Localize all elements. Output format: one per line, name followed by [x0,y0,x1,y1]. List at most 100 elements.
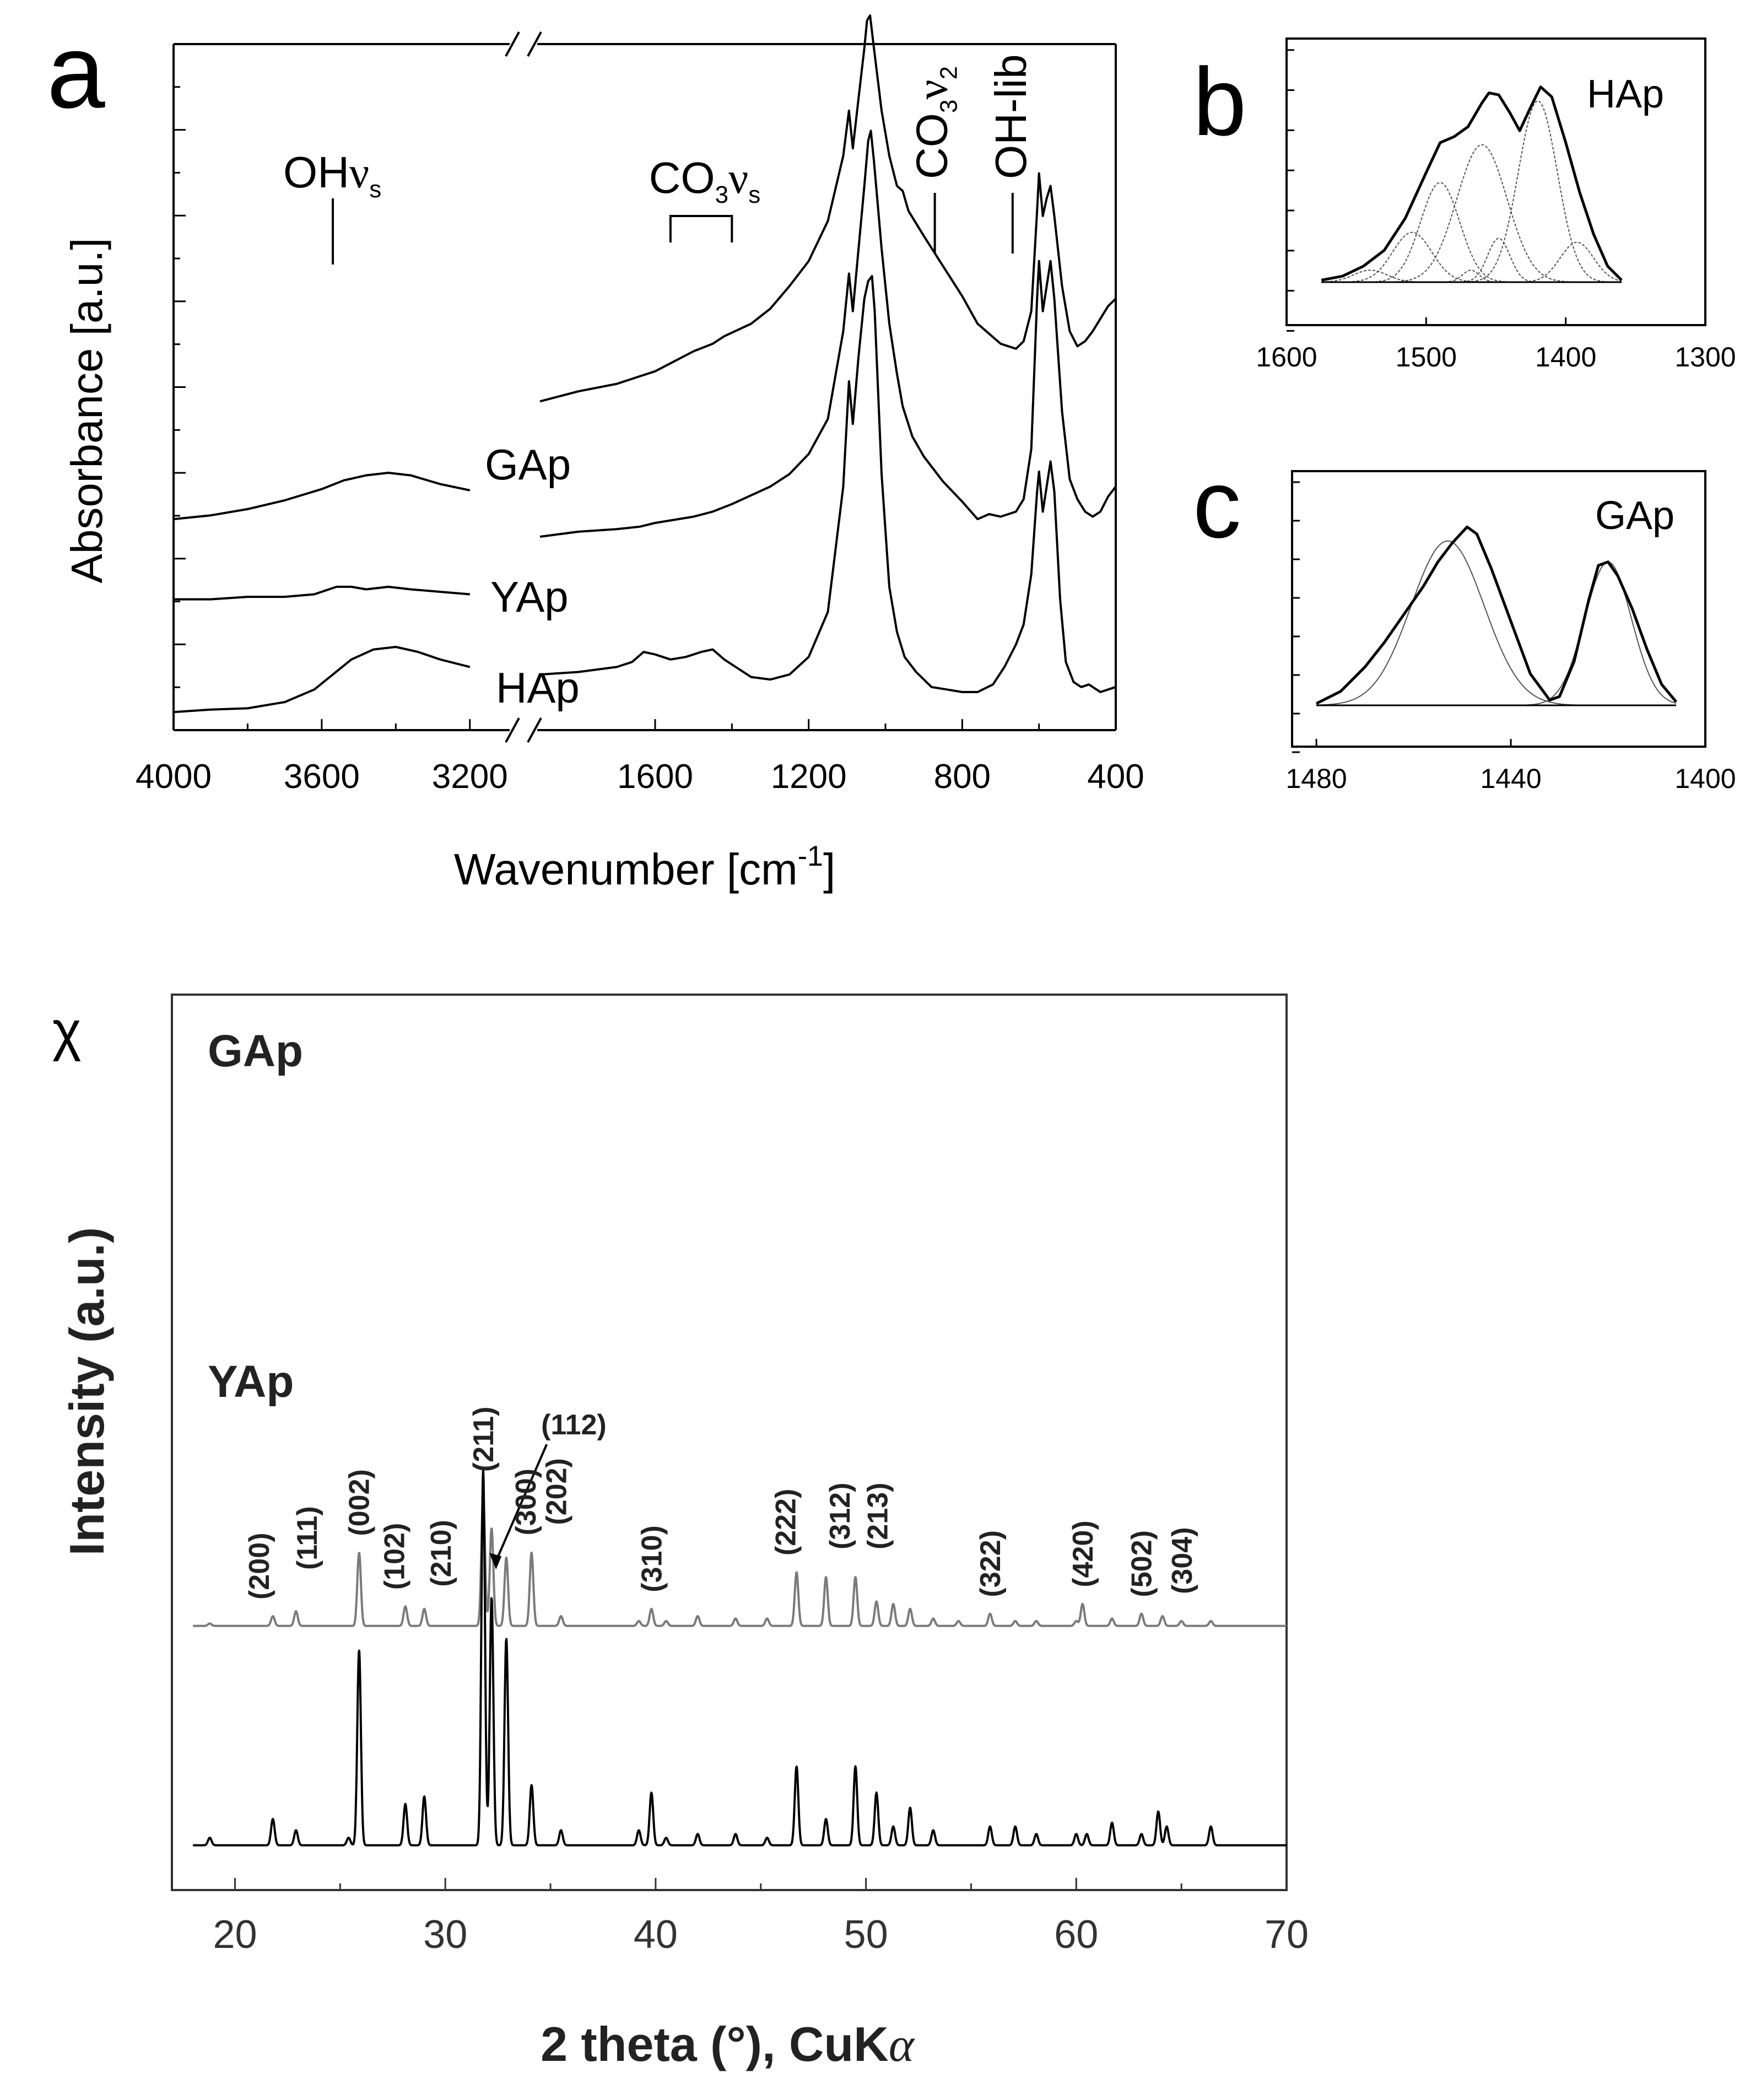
reflection-label: (200) [244,1532,275,1599]
xrd-ylabel: Intensity (a.u.) [60,1227,114,1556]
panel-c-gap-deconvolution: c 1480 1440 1400 GAp [1193,451,1736,794]
panel-xrd: χ 20 30 40 50 60 70 GAp YAp (200) (111) (002)(102)… [52,994,1309,2072]
band-label-co3-v2: CO3ν2 [907,66,963,179]
xtick-label: 1500 [1396,342,1457,373]
xrd-pattern-gap [192,1493,1288,1627]
xtick-label: 30 [423,1913,467,1957]
panel-a-xlabel: Wavenumber [cm-1] [454,840,835,894]
axis-break-mark [527,31,542,57]
panel-xrd-plot: 20 30 40 50 60 70 GAp YAp (200) (111) (002)(102) (2… [171,994,1309,1957]
xtick-label: 40 [634,1913,678,1957]
spectrum-hap-right [539,275,1116,693]
spectrum-yap-left [174,585,470,601]
xtick-label: 1440 [1480,763,1541,794]
band-text: CO [649,153,715,202]
band-greek: ν [909,79,957,99]
xtick-label: 70 [1265,1913,1309,1957]
reflection-label: (213) [862,1482,894,1549]
panel-letter-b: b [1193,48,1246,156]
sample-label-gap: GAp [208,1026,303,1076]
reflection-label: (322) [975,1530,1007,1597]
plot-frame [1285,37,1706,326]
band-sub: s [748,181,760,208]
panel-a-axes [172,43,1117,731]
plot-frame [1291,470,1706,748]
xtick-label: 60 [1054,1913,1098,1957]
reflection-arrow-head [489,1553,502,1570]
xrd-pattern-yap [192,1468,1288,1847]
panel-b-hap-deconvolution: b 1600 1500 1400 1300 HAp [1193,37,1736,373]
xtick-label: 1300 [1674,342,1736,373]
axis-break-mark [527,717,542,743]
xtick-label: 1200 [771,758,847,796]
reflection-arrow [495,1444,548,1562]
reflection-label: (502) [1126,1530,1158,1597]
xtick-label: 3200 [432,758,508,796]
spectrum-gap-left [173,472,471,521]
xtick-label: 800 [934,758,991,796]
reflection-label: (420) [1067,1520,1099,1587]
band-sub: 3 [936,100,963,113]
reflection-label: (112) [541,1409,607,1441]
fit-component [1321,237,1622,283]
panel-c-plot: 1480 1440 1400 [1286,470,1736,794]
band-sub: 3 [715,181,728,208]
xtick-label: 1480 [1286,763,1347,794]
measured-envelope [1321,85,1623,282]
sample-label-yap: YAp [208,1357,294,1407]
panel-b-plot: 1600 1500 1400 1300 [1256,37,1736,373]
panel-letter-chi: χ [52,1000,82,1062]
axis-break-mark [505,717,520,743]
band-greek: ν [349,149,369,197]
series-label-yap: YAp [490,573,569,621]
reflection-label: (211) [468,1407,500,1472]
band-label-oh-vs: OHνs [283,148,381,203]
xtick-label: 1600 [1256,342,1317,373]
xtick-label: 1400 [1535,342,1596,373]
reflection-label: (300) [510,1469,542,1535]
xtick-label: 1600 [617,758,693,796]
reflection-label: (312) [824,1482,856,1549]
panel-letter-c: c [1193,451,1241,558]
reflection-label: (210) [425,1520,457,1586]
series-label-hap: HAp [496,663,580,712]
band-greek: ν [728,154,748,203]
reflection-label: (002) [344,1469,376,1536]
spectrum-gap-right [539,14,1117,403]
panel-c-title: GAp [1595,494,1674,538]
spectrum-yap-right [539,129,1117,538]
band-sub: s [369,176,381,203]
band-text: CO [907,113,957,179]
xtick-label: 1400 [1674,763,1736,794]
xtick-label: 400 [1087,758,1144,796]
fit-component [1321,182,1622,283]
reflection-label: (102) [379,1523,411,1590]
axis-break-mark [505,31,520,57]
reflection-label: (202) [541,1458,573,1525]
band-label-oh-lib: OH-lib [986,54,1035,179]
reflection-label: (222) [770,1489,802,1556]
band-text: OH [283,148,349,197]
xtick-label: 3600 [284,758,360,796]
reflection-label: (310) [636,1525,668,1592]
measured-envelope [1315,525,1678,705]
fit-component [1321,144,1622,283]
reflection-label: (304) [1166,1527,1198,1594]
panel-a-ylabel: Absorbance [a.u.] [62,237,111,583]
panel-a-frame [172,31,1117,743]
fit-component [1316,540,1677,706]
series-label-gap: GAp [485,440,571,489]
panel-b-title: HAp [1587,72,1664,116]
band-label-co3-vs: CO3νs [649,153,761,208]
xtick-label: 4000 [136,758,212,796]
xtick-label: 50 [844,1913,888,1957]
band-sub: 2 [936,66,963,79]
spectrum-hap-left [173,646,471,714]
panel-a-ticks: 4000 3600 3200 1600 1200 800 400 [136,43,1144,796]
panel-letter-a: a [47,13,105,130]
plot-frame [171,994,1288,1891]
xrd-xlabel: 2 theta (°), CuKα [541,2017,915,2072]
panel-a-ftir: a 4000 3600 3200 1600 1200 800 400 GAp YAp HAp O… [47,13,1144,894]
